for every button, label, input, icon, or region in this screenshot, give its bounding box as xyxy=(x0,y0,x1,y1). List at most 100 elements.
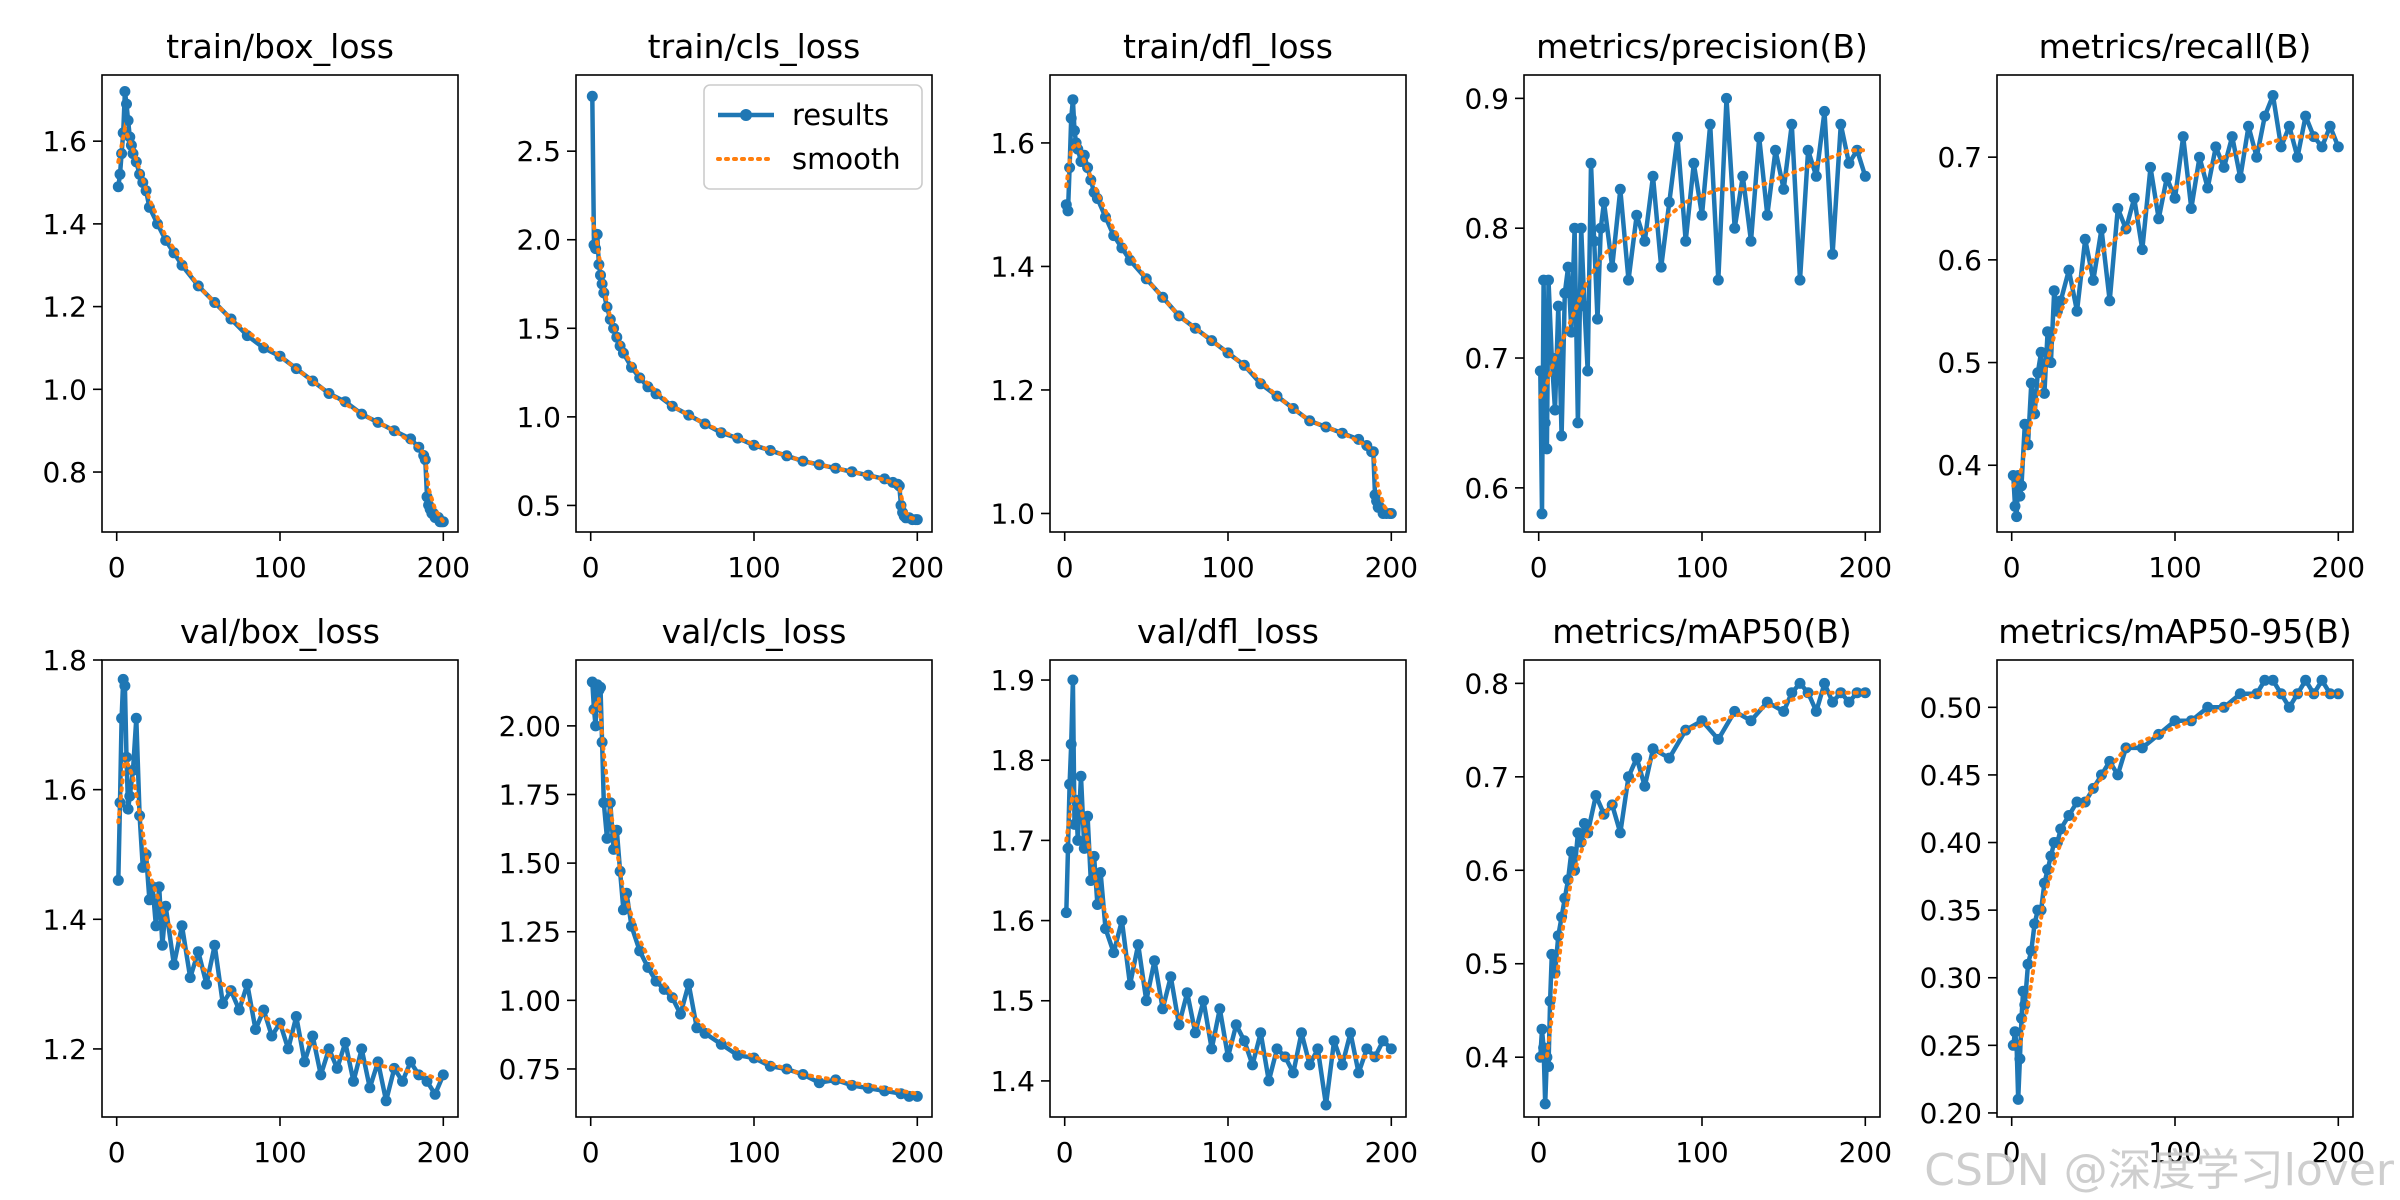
results-point xyxy=(2012,1093,2024,1105)
results-point xyxy=(2011,511,2023,523)
results-point xyxy=(1263,1075,1275,1087)
results-point xyxy=(1075,770,1087,782)
results-point xyxy=(1198,995,1209,1007)
results-point xyxy=(2016,480,2027,492)
results-point xyxy=(1778,183,1790,195)
legend-results-label: results xyxy=(792,98,889,132)
legend-box xyxy=(703,84,923,190)
results-point xyxy=(116,712,128,724)
results-point xyxy=(2087,274,2099,286)
results-point xyxy=(2267,90,2279,101)
results-point xyxy=(2145,161,2156,173)
results-point xyxy=(1704,118,1716,130)
y-tick-label: 0.5 xyxy=(516,489,561,522)
results-point xyxy=(590,720,602,732)
results-point xyxy=(1859,170,1871,182)
results-point xyxy=(2210,141,2222,153)
results-point xyxy=(1614,183,1626,195)
results-point xyxy=(282,1043,294,1055)
results-point xyxy=(2292,151,2303,163)
results-point xyxy=(1189,1027,1201,1039)
results-point xyxy=(2259,674,2271,686)
x-tick-label: 0 xyxy=(582,551,600,584)
results-point xyxy=(2055,295,2067,307)
results-point xyxy=(1255,378,1267,390)
results-point xyxy=(1543,1061,1554,1072)
x-tick-label: 100 xyxy=(1201,1136,1254,1169)
x-tick-label: 200 xyxy=(2312,1136,2365,1169)
y-tick-label: 1.4 xyxy=(42,208,87,241)
results-point xyxy=(130,712,142,724)
plot-area xyxy=(1534,677,1871,1110)
results-point xyxy=(233,1004,245,1016)
results-point xyxy=(1647,170,1659,182)
subplot-title: metrics/recall(B) xyxy=(2039,27,2312,66)
x-tick-label: 0 xyxy=(1056,1136,1074,1169)
y-tick-label: 1.75 xyxy=(499,778,561,811)
results-point xyxy=(1552,300,1564,312)
watermark: CSDN @深度学习lover xyxy=(1924,1145,2394,1196)
y-tick-label: 1.4 xyxy=(42,903,87,936)
results-point xyxy=(1639,235,1651,247)
results-point xyxy=(209,939,221,951)
results-point xyxy=(1688,157,1700,169)
series-results-line xyxy=(2011,93,2341,519)
results-point xyxy=(2079,233,2091,245)
results-point xyxy=(1173,1019,1185,1031)
results-point xyxy=(1753,131,1765,143)
plot-frame xyxy=(1049,74,1407,533)
results-point xyxy=(634,945,646,957)
results-point xyxy=(1060,907,1072,919)
plot-frame xyxy=(575,74,933,533)
results-point xyxy=(429,1088,441,1100)
series-smooth-line xyxy=(1538,690,1868,1060)
results-point xyxy=(1538,1042,1550,1054)
results-point xyxy=(1578,818,1590,829)
results-point xyxy=(143,894,155,906)
subplot-4: metrics/recall(B) 0 100 200 0.4 0.5 0.6 0.7 xyxy=(1937,27,2365,584)
results-point xyxy=(2042,864,2054,876)
results-point xyxy=(1770,144,1781,156)
y-tick-label: 1.5 xyxy=(990,985,1035,1018)
y-tick-label: 0.50 xyxy=(1920,691,1982,724)
y-tick-label: 1.8 xyxy=(990,744,1035,777)
y-tick-label: 1.2 xyxy=(990,374,1035,407)
results-point xyxy=(2071,305,2083,317)
results-point xyxy=(405,1056,417,1068)
results-point xyxy=(1287,1067,1299,1079)
y-tick-label: 0.35 xyxy=(1920,894,1982,927)
y-tick-label: 1.6 xyxy=(42,774,87,807)
results-point xyxy=(1206,1043,1218,1055)
series-results-line xyxy=(116,677,446,1104)
results-point xyxy=(1271,1043,1283,1055)
results-point xyxy=(1072,834,1084,846)
x-tick-label: 200 xyxy=(1839,1136,1892,1169)
x-tick-label: 100 xyxy=(1675,551,1728,584)
series-smooth-line xyxy=(1064,139,1394,516)
results-point xyxy=(299,1056,310,1068)
results-point xyxy=(1585,157,1597,169)
results-point xyxy=(1132,939,1144,951)
y-tick-label: 0.6 xyxy=(1464,472,1509,505)
x-tick-label: 0 xyxy=(2003,551,2021,584)
y-tick-label: 0.9 xyxy=(1464,82,1509,115)
results-point xyxy=(1336,1059,1348,1071)
results-point xyxy=(2185,203,2197,214)
results-point xyxy=(124,790,136,802)
results-point xyxy=(1565,846,1577,858)
results-point xyxy=(1539,1098,1551,1110)
x-tick-label: 100 xyxy=(2148,551,2201,584)
y-tick-label: 2.5 xyxy=(516,135,561,168)
results-point xyxy=(1572,417,1584,429)
y-tick-label: 1.0 xyxy=(42,373,87,406)
results-point xyxy=(1541,443,1553,455)
series-smooth-line xyxy=(116,121,446,524)
results-point xyxy=(290,1011,302,1022)
results-point xyxy=(1794,274,1806,286)
y-tick-label: 0.7 xyxy=(1464,761,1509,794)
results-point xyxy=(2332,141,2344,153)
subplot-9: metrics/mAP50-95(B) 0 100 200 0.20 0.25 0.30 0.… xyxy=(1920,612,2365,1169)
results-point xyxy=(1712,733,1724,745)
results-point xyxy=(675,1008,686,1020)
results-point xyxy=(437,1069,449,1081)
